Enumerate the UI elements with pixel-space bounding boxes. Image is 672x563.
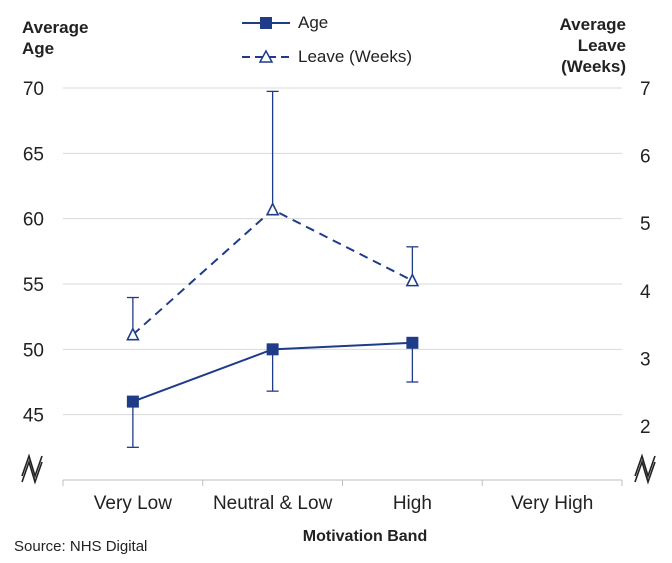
x-axis-title: Motivation Band <box>302 528 428 545</box>
x-tick-label: Neutral & Low <box>213 493 333 514</box>
series-line <box>132 208 413 336</box>
right-axis-break-icon <box>634 459 656 485</box>
left-axis-break-icon <box>21 459 43 485</box>
x-tick-label: Very Low <box>94 493 172 514</box>
legend-age-swatch <box>242 17 290 29</box>
y-left-tick-label: 65 <box>23 144 44 165</box>
y-right-tick-label: 4 <box>640 282 651 303</box>
y-left-tick-label: 70 <box>23 79 44 100</box>
legend-item-leave: Leave (Weeks) <box>240 40 412 74</box>
x-tick-label: Very High <box>511 493 593 514</box>
data-point <box>405 272 420 287</box>
right-axis-title-line: Leave <box>577 36 626 55</box>
right-axis-title: Average Leave (Weeks) <box>560 14 626 77</box>
source-note: Source: NHS Digital <box>14 538 148 555</box>
legend-leave-swatch <box>242 49 290 63</box>
data-point <box>266 343 279 356</box>
right-axis-break-icon <box>634 453 656 479</box>
legend: Age Leave (Weeks) <box>240 6 412 74</box>
x-tick-label: High <box>393 493 432 514</box>
y-right-tick-label: 7 <box>640 79 651 100</box>
data-point <box>406 336 419 349</box>
y-right-tick-label: 2 <box>640 417 651 438</box>
left-axis-title-line: Age <box>22 39 55 58</box>
right-axis-title-line: (Weeks) <box>561 57 626 76</box>
y-right-tick-label: 3 <box>640 349 651 370</box>
legend-label: Age <box>298 13 329 32</box>
left-axis-title: Average Age <box>22 17 88 59</box>
left-axis-break-icon <box>21 453 43 479</box>
left-axis-title-line: Average <box>22 18 89 37</box>
y-left-tick-label: 55 <box>23 275 44 296</box>
y-left-tick-label: 50 <box>23 340 44 361</box>
data-point <box>126 326 140 341</box>
data-point <box>126 395 139 408</box>
legend-label: Leave (Weeks) <box>298 47 413 66</box>
y-left-tick-label: 45 <box>23 406 44 427</box>
right-axis-title-line: Average <box>559 15 626 34</box>
y-right-tick-label: 6 <box>640 147 651 168</box>
y-left-tick-label: 60 <box>23 210 44 231</box>
y-right-tick-label: 5 <box>640 214 651 235</box>
legend-item-age: Age <box>240 6 412 40</box>
data-point <box>265 201 280 216</box>
